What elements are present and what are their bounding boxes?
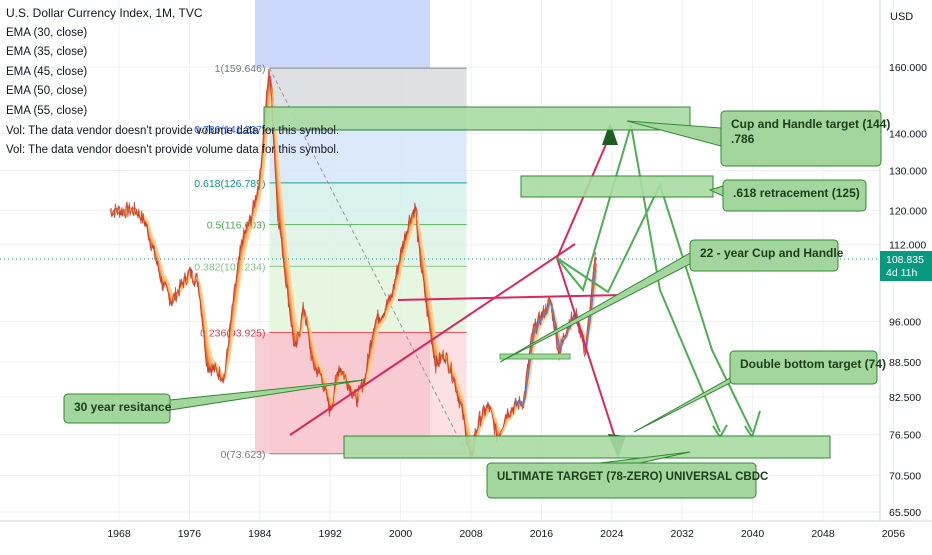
target-zone-cup-handle [263,106,691,131]
price-tick-label: 82.500 [889,392,921,404]
callouts[interactable]: Cup and Handle target (144).786 .618 retr… [63,106,890,499]
fib-level-label: 0.786(141.237) [194,124,265,136]
price-line [109,68,597,459]
price-tick-label: 130.000 [889,165,927,177]
indicator-ema-35[interactable]: EMA (35, close) [6,46,88,59]
price-tick-label: 70.500 [889,470,921,482]
fib-band [269,182,467,225]
fib-level-label: 0(73.623) [221,449,266,461]
projection-down [556,257,619,448]
price-tick-label: 160.000 [889,62,927,74]
price-axis[interactable]: USD 160.000 140.000 130.000 120.000 112.000 9… [880,11,932,519]
price-tick-label: 112.000 [889,240,926,252]
currency-label: USD [890,11,913,23]
callout-22-year-cup-handle-text: 22 - year Cup and Handle [700,246,844,260]
price-tick-label: 120.000 [889,205,927,217]
indicator-ema-30[interactable]: EMA (30, close) [6,26,88,39]
indicator-ema-45[interactable]: EMA (45, close) [6,65,88,78]
fib-band [269,129,467,183]
time-tick-label: 1984 [248,528,272,540]
chart-title: U.S. Dollar Currency Index, 1M, TVC [6,6,203,20]
fib-trend-line [269,67,468,454]
support-zone [499,353,571,360]
callout-double-bottom-box [729,350,878,385]
indicator-ema-55[interactable]: EMA (55, close) [6,104,88,117]
arrow-up-icon [602,122,618,145]
price-tick-label: 96.000 [889,317,921,329]
price-tick-label: 65.500 [889,507,921,519]
time-tick-label: 1976 [178,528,202,540]
callout-618-retracement-text: .618 retracement (125) [733,186,860,200]
price-tick-label: 140.000 [889,129,927,141]
callout-cup-handle-target-text: Cup and Handle target (144) [731,117,890,131]
last-price-badge [880,250,932,281]
callout-30-year-resistance-box [63,393,171,424]
time-tick-label: 2000 [389,528,413,540]
fib-level-label: 0.618(126.789) [194,178,265,190]
last-price-countdown: 4d 11h [886,267,917,279]
volume-notice: Vol: The data vendor doesn't provide vol… [6,144,340,157]
time-tick-label: 2024 [600,528,624,540]
callout-ultimate-target-text: ULTIMATE TARGET (78-ZERO) UNIVERSAL CBDC [497,471,768,483]
callout-double-bottom-text: Double bottom target (74) [740,357,886,371]
neckline [397,294,623,301]
time-tick-label: 2040 [741,528,765,540]
fib-level-label: 1(159.646) [215,63,266,75]
time-tick-label: 2048 [811,528,835,540]
projection-green-a [556,124,721,433]
time-tick-label: 1992 [319,528,343,540]
time-tick-label: 1968 [107,528,131,540]
last-price-value: 108.835 [886,254,924,266]
time-tick-label: 2032 [671,528,695,540]
fib-band-lower [255,332,430,454]
callout-30-year-resistance-text: 30 year resitance [74,400,172,414]
fib-level-label: 0.5(116.603) [207,220,266,232]
chart-legend: U.S. Dollar Currency Index, 1M, TVC EMA … [6,4,339,161]
callout-22-year-cup-handle-box [689,239,839,272]
callout-cup-handle-target-text: .786 [731,132,755,146]
fib-level-label: 0.382(107.234) [194,261,265,273]
resistance-trend-line [289,243,576,436]
time-tick-label: 2056 [882,528,906,540]
fib-band [269,224,467,267]
fib-extension-band [255,0,430,69]
callout-cup-handle-target-box [720,110,882,167]
time-axis[interactable]: 1968 1976 1984 1992 2000 2008 2016 2024 2032 2040… [107,528,905,540]
time-tick-label: 2016 [530,528,554,540]
price-tick-label: 76.500 [889,430,921,442]
callout-ultimate-target-box [486,462,757,499]
target-zone-618 [520,175,714,198]
projection-green-b [556,182,753,433]
volume-notice: Vol: The data vendor doesn't provide vol… [6,124,340,137]
target-zone-ultimate [343,435,831,459]
price-tick-label: 88.500 [889,357,921,369]
callout-618-retracement-box [722,179,867,212]
indicator-ema-50[interactable]: EMA (50, close) [6,85,88,98]
time-tick-label: 2008 [459,528,483,540]
